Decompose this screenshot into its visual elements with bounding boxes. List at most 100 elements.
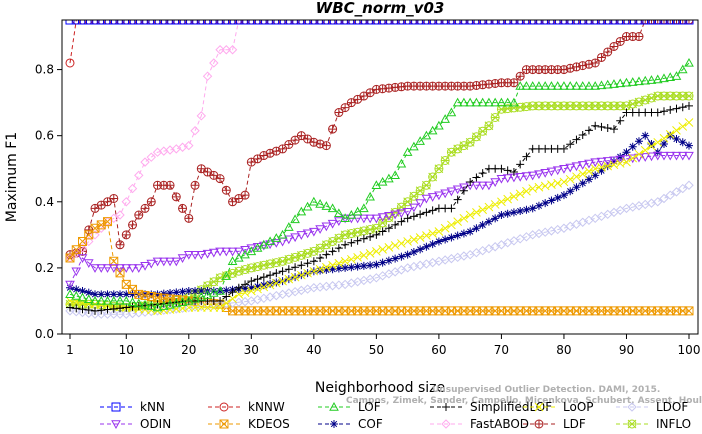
data-point	[71, 306, 81, 317]
data-point	[115, 309, 125, 319]
data-point	[190, 20, 200, 25]
data-point	[602, 79, 613, 89]
data-point	[122, 230, 131, 239]
data-point	[503, 209, 512, 218]
data-point	[390, 210, 400, 220]
data-point	[115, 20, 125, 25]
data-point	[359, 214, 369, 224]
data-point	[215, 286, 225, 295]
data-point	[366, 88, 375, 97]
data-point	[477, 181, 488, 191]
data-point	[366, 261, 375, 270]
legend-item-knnw: kNNW	[208, 400, 285, 414]
data-point	[659, 107, 668, 116]
data-point	[534, 81, 544, 90]
data-point	[265, 280, 275, 290]
data-point	[522, 205, 531, 214]
data-point	[209, 171, 218, 180]
data-point	[171, 20, 181, 25]
data-point	[640, 75, 651, 85]
data-point	[302, 201, 313, 211]
data-point	[108, 264, 119, 273]
legend: kNN kNNW LOF SimplifiedLOF LoOP LDOF ODIN KDEOS…	[100, 400, 691, 431]
data-point	[591, 121, 600, 130]
data-point	[597, 166, 606, 175]
data-point	[428, 240, 437, 249]
legend-marker	[441, 419, 451, 429]
legend-item-cof: COF	[318, 417, 383, 431]
data-point	[246, 244, 257, 254]
data-point	[478, 205, 488, 215]
data-point	[158, 257, 169, 267]
data-point	[521, 81, 532, 90]
data-point	[671, 151, 682, 161]
data-point	[308, 227, 319, 237]
legend-label: FastABOD	[470, 417, 529, 431]
data-point	[296, 231, 307, 240]
data-point	[440, 156, 450, 165]
legend-label: ODIN	[140, 417, 171, 431]
data-point	[659, 20, 669, 25]
data-point	[578, 131, 587, 140]
data-point	[171, 298, 182, 308]
data-point	[591, 171, 600, 180]
data-point	[415, 186, 425, 196]
data-point	[403, 250, 412, 259]
data-point	[540, 81, 551, 90]
watermark-line-1: Unsupervised Outlier Detection. DAMI, 20…	[432, 385, 660, 395]
data-point	[465, 20, 475, 25]
data-point	[253, 282, 262, 291]
data-point	[303, 134, 312, 143]
data-point	[621, 20, 631, 25]
data-point	[253, 154, 262, 163]
legend-item-lof: LOF	[318, 400, 381, 414]
data-point	[628, 153, 638, 163]
data-point	[627, 77, 638, 86]
data-point	[534, 170, 544, 180]
data-point	[409, 141, 419, 151]
data-point	[434, 164, 444, 174]
data-point	[409, 203, 419, 213]
data-point	[308, 196, 319, 206]
data-point	[240, 20, 250, 25]
legend-item-ldf: LDF	[523, 417, 586, 431]
data-point	[241, 191, 250, 200]
legend-marker	[111, 402, 121, 412]
data-point	[666, 131, 675, 140]
data-point	[246, 20, 256, 25]
data-point	[503, 166, 512, 175]
data-point	[509, 192, 519, 201]
data-point	[428, 20, 438, 25]
data-point	[584, 159, 594, 169]
data-point	[622, 148, 631, 157]
data-point	[484, 202, 494, 212]
legend-item-inflo: INFLO	[616, 417, 691, 431]
data-point	[628, 20, 638, 25]
data-point	[291, 136, 300, 145]
data-point	[390, 241, 400, 250]
y-tick-label: 0.2	[35, 261, 54, 275]
data-point	[166, 181, 175, 190]
data-point	[596, 157, 607, 167]
data-point	[316, 253, 325, 262]
data-point	[647, 20, 656, 24]
data-point	[572, 172, 581, 182]
data-point	[634, 149, 644, 159]
data-point	[146, 152, 156, 162]
data-point	[365, 191, 375, 201]
data-point	[291, 263, 300, 272]
data-point	[140, 261, 150, 271]
data-point	[184, 287, 193, 296]
data-point	[590, 158, 601, 168]
data-point	[652, 151, 663, 161]
data-point	[547, 196, 556, 205]
data-point	[565, 20, 575, 25]
data-point	[65, 20, 75, 25]
data-point	[584, 175, 593, 184]
data-point	[102, 264, 113, 273]
data-point	[503, 194, 513, 204]
data-point	[516, 72, 525, 81]
data-point	[415, 260, 425, 270]
data-point	[402, 208, 413, 217]
data-point	[409, 191, 419, 201]
